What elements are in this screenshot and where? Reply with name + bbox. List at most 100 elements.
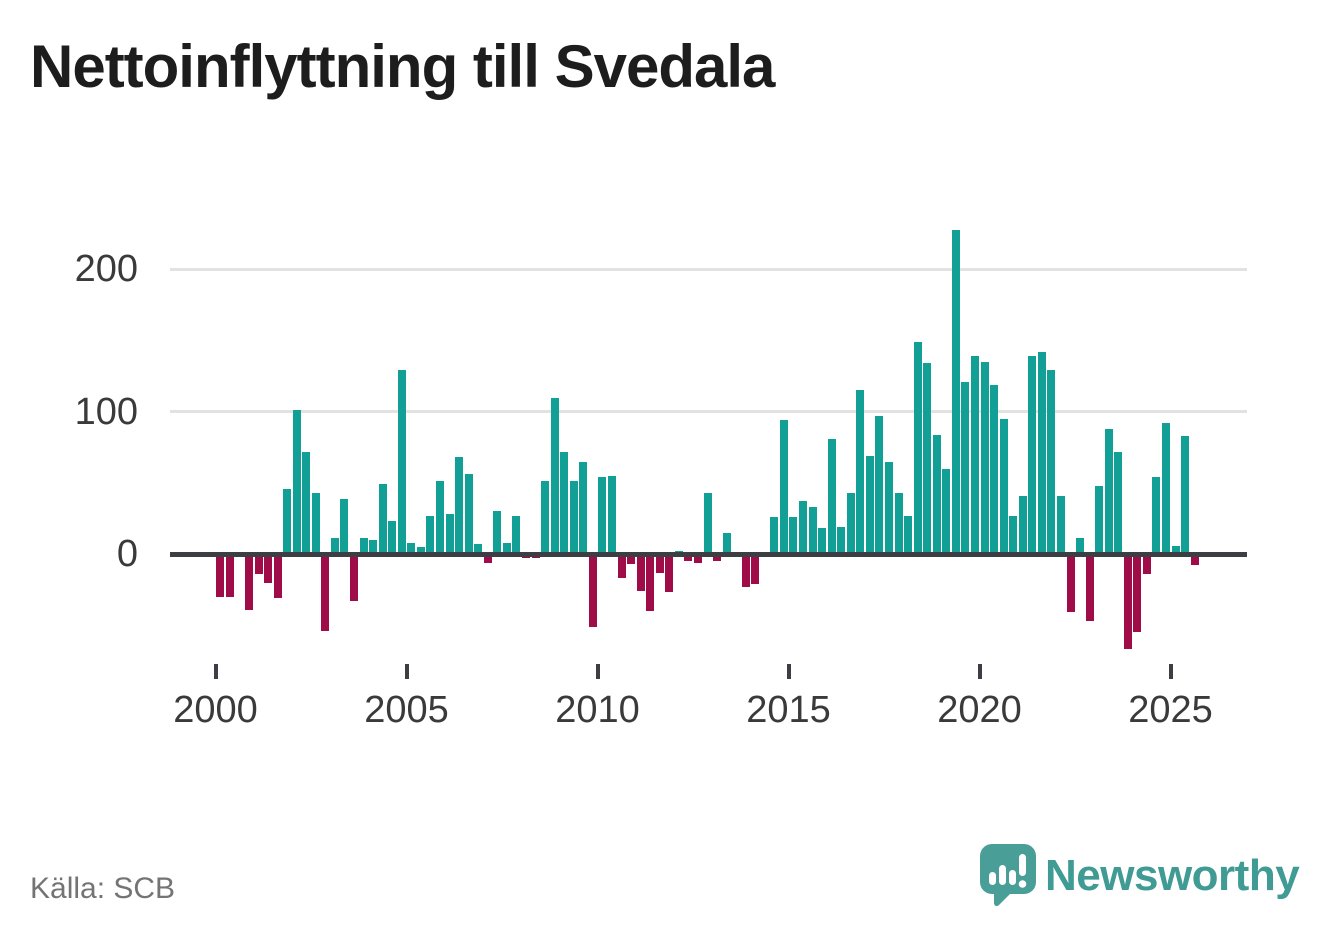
bar-2012Q2 <box>684 554 693 562</box>
bar-2003Q1 <box>330 538 339 554</box>
bar-2019Q3 <box>961 381 970 554</box>
bar-2004Q3 <box>388 521 397 554</box>
bar-2001Q1 <box>254 554 263 574</box>
bar-2022Q2 <box>1066 554 1075 613</box>
bar-2010Q2 <box>607 475 616 554</box>
y-axis-label-100: 100 <box>74 390 138 433</box>
x-axis-tick-2025 <box>1168 664 1173 679</box>
bar-2015Q1 <box>789 517 798 554</box>
bar-2003Q3 <box>350 554 359 601</box>
bar-2000Q4 <box>244 554 253 610</box>
bar-2025Q2 <box>1181 435 1190 554</box>
bar-2011Q2 <box>646 554 655 611</box>
bar-2015Q4 <box>818 528 827 554</box>
bar-2021Q2 <box>1028 356 1037 554</box>
bar-2007Q4 <box>512 515 521 554</box>
bar-2018Q1 <box>904 515 913 554</box>
bar-2006Q3 <box>464 474 473 554</box>
bar-2018Q3 <box>923 363 932 554</box>
bar-2000Q1 <box>216 554 225 597</box>
gridline-200 <box>170 267 1247 271</box>
bar-2020Q3 <box>999 418 1008 554</box>
bar-2009Q2 <box>569 481 578 554</box>
bar-2024Q2 <box>1142 554 1151 574</box>
bar-2011Q1 <box>636 554 645 591</box>
bar-2011Q3 <box>655 554 664 573</box>
bar-2023Q3 <box>1114 451 1123 554</box>
bar-2007Q2 <box>493 511 502 554</box>
y-axis-label-0: 0 <box>116 533 138 575</box>
bar-2023Q2 <box>1104 428 1113 554</box>
bar-2020Q2 <box>990 384 999 554</box>
bar-2006Q1 <box>445 514 454 554</box>
bar-2004Q2 <box>378 484 387 554</box>
bar-2013Q2 <box>722 532 731 554</box>
newsworthy-wordmark: Newsworthy <box>1045 851 1300 900</box>
bar-2013Q4 <box>741 554 750 587</box>
bar-2003Q2 <box>340 498 349 554</box>
bar-2011Q4 <box>665 554 674 593</box>
bar-2019Q1 <box>942 468 951 554</box>
bar-2012Q3 <box>693 554 702 563</box>
x-axis-tick-2020 <box>977 664 982 679</box>
bar-2010Q1 <box>598 477 607 554</box>
bar-2004Q1 <box>369 539 378 554</box>
bar-2002Q1 <box>292 410 301 554</box>
bar-2010Q3 <box>617 554 626 579</box>
x-axis-label-2005: 2005 <box>364 689 449 731</box>
bar-2005Q1 <box>407 542 416 554</box>
gridline-100 <box>170 410 1247 414</box>
x-axis-tick-2015 <box>786 664 791 679</box>
bar-2007Q1 <box>483 554 492 563</box>
bar-2001Q3 <box>273 554 282 599</box>
bar-2019Q4 <box>970 356 979 554</box>
bar-2020Q1 <box>980 361 989 554</box>
bar-2021Q1 <box>1018 495 1027 554</box>
newsworthy-bubble-icon <box>980 844 1036 907</box>
x-axis-tick-2000 <box>213 664 218 679</box>
bar-2010Q4 <box>627 554 636 564</box>
bar-2021Q4 <box>1047 370 1056 554</box>
bar-2018Q4 <box>932 434 941 554</box>
zero-baseline <box>170 551 1247 557</box>
x-axis-label-2015: 2015 <box>746 689 831 731</box>
bar-2024Q3 <box>1152 477 1161 554</box>
x-axis-label-2020: 2020 <box>937 689 1022 731</box>
bar-2025Q1 <box>1171 545 1180 554</box>
bar-2009Q3 <box>579 461 588 554</box>
bar-2001Q4 <box>283 488 292 554</box>
y-axis-label-200: 200 <box>74 248 138 291</box>
bar-2008Q4 <box>550 397 559 554</box>
bar-2002Q4 <box>321 554 330 631</box>
bar-2006Q2 <box>455 457 464 554</box>
bar-2003Q4 <box>359 538 368 554</box>
bar-2014Q3 <box>770 517 779 554</box>
bar-2015Q2 <box>799 501 808 554</box>
bar-2021Q3 <box>1037 351 1046 554</box>
bar-2007Q3 <box>502 542 511 554</box>
bar-2009Q4 <box>588 554 597 627</box>
newsworthy-logo: Newsworthy <box>979 843 1300 913</box>
bar-2006Q4 <box>474 544 483 554</box>
bar-2024Q1 <box>1133 554 1142 633</box>
source-label: Källa: SCB <box>30 872 176 905</box>
bar-2016Q3 <box>846 492 855 554</box>
bar-2002Q3 <box>311 492 320 554</box>
x-axis-label-2000: 2000 <box>173 689 258 731</box>
bar-2023Q1 <box>1095 485 1104 554</box>
bar-2025Q3 <box>1190 554 1199 566</box>
x-axis-label-2010: 2010 <box>555 689 640 731</box>
bar-2023Q4 <box>1123 554 1132 650</box>
bar-2020Q4 <box>1009 515 1018 554</box>
bar-2009Q1 <box>560 451 569 554</box>
bar-2002Q2 <box>302 451 311 554</box>
x-axis-tick-2005 <box>404 664 409 679</box>
x-axis-tick-2010 <box>595 664 600 679</box>
bar-2024Q4 <box>1162 423 1171 554</box>
x-axis-label-2025: 2025 <box>1128 689 1213 731</box>
bar-2016Q2 <box>837 527 846 554</box>
bar-2019Q2 <box>951 229 960 554</box>
bar-2018Q2 <box>913 342 922 554</box>
